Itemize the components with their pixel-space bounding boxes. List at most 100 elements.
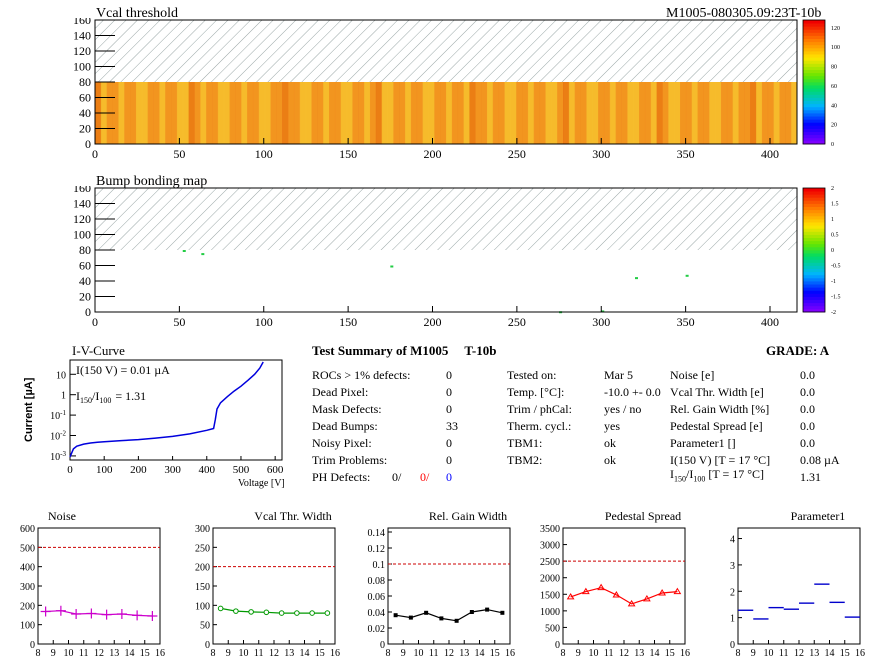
trend-frame bbox=[212, 527, 336, 645]
x-tick-label: 0 bbox=[92, 315, 98, 329]
y-tick-label: 140 bbox=[73, 197, 91, 211]
summary-param-label: Rel. Gain Width [%] bbox=[670, 402, 770, 416]
bump-map-palette-cell bbox=[803, 296, 825, 300]
trend-y-tick-label: 100 bbox=[195, 601, 210, 612]
summary-defect-value: 0 bbox=[446, 385, 452, 399]
bump-map-palette-cell bbox=[803, 228, 825, 232]
trend-point bbox=[248, 609, 254, 615]
vcal-map-column-band bbox=[270, 82, 277, 144]
ph-defects-label: PH Defects: bbox=[312, 470, 371, 484]
bump-map-palette-cell bbox=[803, 222, 825, 226]
trend-y-tick-label: 3500 bbox=[540, 524, 560, 535]
vcal-map-palette-cell bbox=[803, 131, 825, 136]
vcal-map-palette-cell bbox=[803, 41, 825, 46]
vcal-map-column-band bbox=[340, 82, 348, 144]
vcal-map-column-band bbox=[644, 82, 652, 144]
summary-current-ratio-value: 1.31 bbox=[800, 470, 821, 484]
trend-x-tick-label: 14 bbox=[125, 648, 135, 659]
vcal-map-palette-cell bbox=[803, 35, 825, 39]
vcal-map-column-band bbox=[767, 82, 775, 144]
trend-point bbox=[294, 610, 300, 616]
y-tick-label: 40 bbox=[79, 106, 91, 120]
vcal-map-column-band bbox=[486, 82, 494, 144]
trend-x-tick-label: 13 bbox=[459, 648, 469, 659]
vcal-map-column-band bbox=[369, 82, 377, 144]
bump-map-palette-cell bbox=[803, 287, 825, 291]
trend-point bbox=[581, 587, 590, 595]
trend-title: Parameter1 bbox=[790, 509, 846, 523]
trend-y-tick-label: 500 bbox=[20, 543, 35, 554]
vcal-map-column-band bbox=[761, 82, 769, 144]
summary-test-label: Therm. cycl.: bbox=[507, 419, 572, 433]
vcal-map-column-band bbox=[750, 82, 757, 144]
bump-map-palette-cell bbox=[803, 277, 825, 282]
trend-y-tick-label: 0.08 bbox=[368, 576, 386, 587]
bump-map-palette-cell bbox=[803, 256, 825, 260]
palette-tick-label: 0 bbox=[831, 248, 834, 254]
palette-tick-label: 80 bbox=[831, 65, 837, 71]
trend-point bbox=[642, 594, 651, 602]
summary-param-value: 0.08 µA bbox=[800, 453, 840, 467]
vcal-map-column-band bbox=[615, 82, 622, 144]
x-tick-label: 50 bbox=[173, 315, 185, 329]
vcal-map-column-band bbox=[773, 82, 780, 144]
vcal-map-column-band bbox=[563, 82, 570, 144]
vcal-map-column-band bbox=[305, 82, 312, 144]
ratio-sub1: 150 bbox=[674, 474, 686, 484]
trend-y-tick-label: 3 bbox=[730, 561, 735, 572]
bump-map-palette-cell bbox=[803, 259, 825, 263]
summary-param-value: 0.0 bbox=[800, 419, 815, 433]
x-tick-label: 150 bbox=[339, 315, 357, 329]
trend-point bbox=[71, 609, 82, 620]
iv-y-tick-label: 10-2 bbox=[50, 430, 66, 443]
summary-test-label: Tested on: bbox=[507, 368, 557, 382]
vcal-map-column-band bbox=[609, 82, 617, 144]
trend-x-tick-label: 13 bbox=[284, 648, 294, 659]
vcal-map-column-band bbox=[656, 82, 663, 144]
trend-point bbox=[566, 592, 575, 600]
vcal-map-palette-frame bbox=[802, 19, 826, 145]
palette-tick-label: 120 bbox=[831, 26, 840, 32]
trend-point bbox=[424, 610, 429, 615]
trend-point bbox=[86, 608, 97, 619]
trend-frame bbox=[562, 527, 686, 645]
trend-title: Vcal Thr. Width bbox=[254, 509, 332, 523]
bump-map-palette-cell bbox=[803, 215, 825, 220]
trend-y-tick-label: 500 bbox=[545, 623, 560, 634]
trend-x-tick-label: 10 bbox=[589, 648, 599, 659]
trend-y-tick-label: 0 bbox=[555, 640, 560, 651]
trend-x-tick-label: 13 bbox=[634, 648, 644, 659]
trend-frame bbox=[737, 527, 861, 645]
palette-tick-label: 60 bbox=[831, 84, 837, 90]
vcal-map-column-band bbox=[726, 82, 734, 144]
trend-point bbox=[278, 610, 285, 616]
vcal-map-column-band bbox=[428, 82, 435, 144]
trend-point bbox=[485, 607, 490, 612]
vcal-map-palette-cell bbox=[803, 85, 825, 89]
bump-map-palette-cell bbox=[803, 206, 825, 211]
trend-x-tick-label: 8 bbox=[36, 648, 41, 659]
module-id: M1005-080305.09:23T-10b bbox=[666, 6, 822, 21]
vcal-map-column-band bbox=[159, 82, 166, 144]
bump-map-palette-cell bbox=[803, 231, 825, 235]
iv-y-tick-label: 1 bbox=[61, 391, 66, 402]
trend-y-tick-label: 0.12 bbox=[368, 544, 386, 555]
bump-map-palette-cell bbox=[803, 197, 825, 201]
vcal-map-column-band bbox=[639, 82, 646, 144]
trend-x-tick-label: 10 bbox=[64, 648, 74, 659]
vcal-map-palette-cell bbox=[803, 32, 825, 36]
bump-map-defect-pixel bbox=[390, 265, 394, 268]
vcal-map-column-band bbox=[715, 82, 722, 144]
x-tick-label: 100 bbox=[255, 315, 273, 329]
trend-y-tick-label: 0.02 bbox=[368, 624, 386, 635]
trend-x-tick-label: 11 bbox=[254, 648, 264, 659]
y-tick-label: 80 bbox=[79, 243, 91, 257]
trend-point bbox=[408, 615, 413, 620]
vcal-map-column-band bbox=[334, 82, 342, 144]
vcal-map-column-band bbox=[756, 82, 763, 144]
iv-x-axis-label: Voltage [V] bbox=[238, 478, 285, 489]
trend-x-tick-label: 12 bbox=[794, 648, 804, 659]
trend-y-tick-label: 0 bbox=[205, 640, 210, 651]
trend-point bbox=[132, 610, 143, 621]
